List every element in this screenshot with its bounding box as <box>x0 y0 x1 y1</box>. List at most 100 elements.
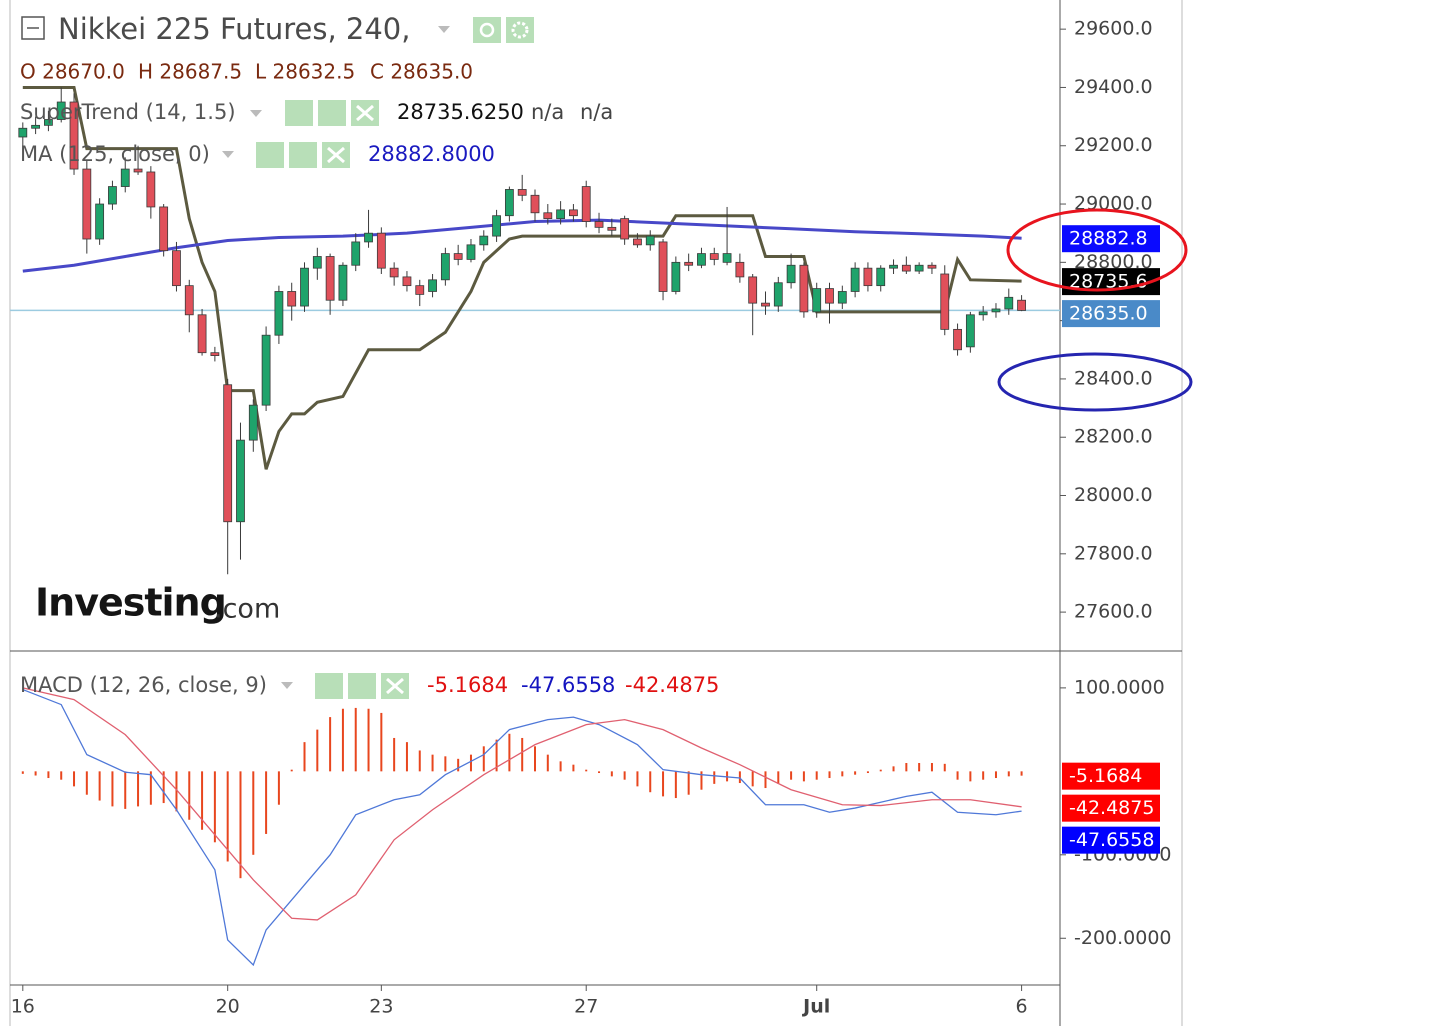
candle-body <box>95 203 105 240</box>
candle-body <box>300 267 309 307</box>
price-tag-label: 28882.8 <box>1069 228 1148 250</box>
macd-value: -5.1684 <box>427 673 508 697</box>
histogram-bar <box>905 763 908 772</box>
candle-body <box>108 186 117 205</box>
histogram-bar <box>662 771 665 797</box>
histogram-bar <box>674 771 677 799</box>
candle-body <box>991 308 1001 313</box>
candle-body <box>351 241 361 266</box>
histogram-bar <box>34 771 37 776</box>
histogram-bar <box>47 771 50 779</box>
overlay-line <box>22 85 1022 470</box>
ohlc-open: O 28670.0 <box>20 60 125 84</box>
candle-body <box>159 206 169 252</box>
histogram-bar <box>854 771 857 775</box>
candle-body <box>1017 299 1026 311</box>
histogram-bar <box>111 771 114 807</box>
y-tick-label: 29200.0 <box>1074 134 1153 156</box>
eye-icon[interactable] <box>473 17 501 43</box>
histogram-bar <box>994 771 997 779</box>
candle-body <box>56 101 66 120</box>
candle-body <box>735 261 745 278</box>
candle-body <box>978 311 988 316</box>
frame <box>9 0 1183 1026</box>
histogram-bar <box>610 771 613 777</box>
histogram-bar <box>649 771 652 793</box>
candle-body <box>722 253 732 263</box>
candle-body <box>876 267 886 287</box>
ohlc-close: C 28635.0 <box>370 60 473 84</box>
y-tick-label: 28800.0 <box>1074 251 1153 273</box>
dropdown-arrow[interactable] <box>438 26 450 33</box>
gear-icon[interactable] <box>506 17 534 43</box>
y-tick-label: 28200.0 <box>1074 426 1153 448</box>
histogram-bar <box>982 771 985 780</box>
histogram-bar <box>85 771 88 795</box>
remove-glyph <box>327 146 345 164</box>
x-tick-label: 20 <box>216 996 240 1018</box>
candle-body <box>453 253 463 260</box>
dropdown-arrow[interactable] <box>281 682 293 689</box>
candle-body <box>504 189 514 217</box>
candle-body <box>364 232 373 243</box>
candle-body <box>274 291 284 336</box>
eye-icon[interactable] <box>256 142 284 168</box>
x-tick-label: 23 <box>369 996 393 1018</box>
dropdown-arrow[interactable] <box>250 110 262 117</box>
candle-body <box>82 168 92 240</box>
candle-body <box>850 267 860 292</box>
candle-body <box>376 232 386 269</box>
macd-line <box>22 687 1022 921</box>
candle-body <box>248 404 258 441</box>
histogram-bar <box>713 771 716 784</box>
x-tick-label: 27 <box>574 996 598 1018</box>
histogram-bar <box>226 771 229 862</box>
histogram-bar <box>534 746 536 772</box>
candle-body <box>671 261 681 292</box>
remove-glyph <box>356 104 374 122</box>
x-tick-label: 6 <box>1016 996 1028 1018</box>
candle-body <box>517 189 527 196</box>
price-tag-label: -5.1684 <box>1069 765 1142 787</box>
collapse-icon[interactable] <box>21 16 45 40</box>
histogram-bar <box>521 737 524 772</box>
ohlc-high: H 28687.5 <box>138 60 242 84</box>
histogram-bar <box>393 737 396 772</box>
histogram-bar <box>687 771 690 795</box>
legend: Nikkei 225 Futures, 240, O 28670.0 H 286… <box>20 12 719 699</box>
remove-glyph <box>386 677 404 695</box>
candle-body <box>633 238 642 246</box>
eye-icon[interactable] <box>285 100 313 126</box>
dropdown-arrow[interactable] <box>222 151 234 158</box>
candle-body <box>953 328 962 351</box>
histogram-bar <box>73 771 76 787</box>
histogram-bar <box>380 712 383 772</box>
candle-body <box>1004 296 1014 310</box>
gear-icon[interactable] <box>348 673 376 699</box>
candle-body <box>184 285 194 316</box>
candle-body <box>223 384 233 523</box>
histogram-bar <box>418 750 421 772</box>
y-tick-label: 27600.0 <box>1074 601 1153 623</box>
candle-body <box>236 439 245 523</box>
histogram-bar <box>1007 771 1010 777</box>
price-tag <box>1062 826 1160 854</box>
y-tick-label: 28000.0 <box>1074 484 1153 506</box>
candle-body <box>69 101 79 170</box>
gear-icon[interactable] <box>289 142 317 168</box>
watermark: Investing <box>35 581 226 625</box>
gear-icon[interactable] <box>318 100 346 126</box>
candle-body <box>146 171 156 208</box>
candle-body <box>927 264 937 269</box>
y-tick-label: 27800.0 <box>1074 542 1153 564</box>
candle-body <box>709 253 719 260</box>
candle-body <box>440 253 450 281</box>
eye-icon[interactable] <box>315 673 343 699</box>
indicator-value: 28882.8000 <box>368 142 495 166</box>
candle-body <box>837 291 847 304</box>
candle-body <box>197 314 207 354</box>
histogram-bar <box>341 708 344 772</box>
candle-body <box>325 256 335 301</box>
histogram-bar <box>866 771 869 774</box>
